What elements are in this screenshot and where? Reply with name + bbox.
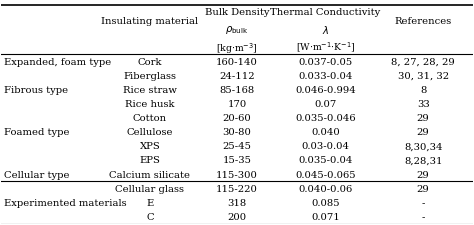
Text: 115-220: 115-220 (216, 184, 258, 193)
Text: 0.07: 0.07 (314, 99, 337, 108)
Text: EPS: EPS (139, 156, 160, 165)
Text: 0.046-0.994: 0.046-0.994 (295, 86, 356, 94)
Text: Cellular glass: Cellular glass (115, 184, 184, 193)
Text: C: C (146, 212, 154, 221)
Text: 0.085: 0.085 (311, 198, 340, 207)
Text: Expanded, foam type: Expanded, foam type (4, 57, 111, 66)
Text: -: - (421, 198, 425, 207)
Text: Cellulose: Cellulose (127, 128, 173, 137)
Text: 200: 200 (228, 212, 246, 221)
Text: [W$\cdot$m$^{-1}$$\cdot$K$^{-1}$]: [W$\cdot$m$^{-1}$$\cdot$K$^{-1}$] (296, 41, 355, 55)
Text: 115-300: 115-300 (216, 170, 258, 179)
Text: 30-80: 30-80 (223, 128, 251, 137)
Text: Cellular type: Cellular type (4, 170, 69, 179)
Text: [kg$\cdot$m$^{-3}$]: [kg$\cdot$m$^{-3}$] (216, 41, 258, 55)
Text: Insulating material: Insulating material (101, 17, 199, 26)
Text: 20-60: 20-60 (223, 114, 251, 123)
Text: E: E (146, 198, 154, 207)
Text: 30, 31, 32: 30, 31, 32 (398, 71, 449, 80)
Text: 29: 29 (417, 184, 429, 193)
Text: 0.035-0.046: 0.035-0.046 (295, 114, 356, 123)
Text: $\rho_{\rm bulk}$: $\rho_{\rm bulk}$ (225, 24, 249, 36)
Text: 15-35: 15-35 (222, 156, 252, 165)
Text: 0.071: 0.071 (311, 212, 340, 221)
Text: References: References (394, 17, 452, 26)
Text: 0.03-0.04: 0.03-0.04 (301, 142, 349, 151)
Text: Bulk Density: Bulk Density (205, 8, 269, 17)
Text: 33: 33 (417, 99, 429, 108)
Text: 29: 29 (417, 128, 429, 137)
Text: 85-168: 85-168 (219, 86, 255, 94)
Text: 8,30,34: 8,30,34 (404, 142, 442, 151)
Text: Cork: Cork (137, 57, 162, 66)
Text: 29: 29 (417, 170, 429, 179)
Text: 0.037-0.05: 0.037-0.05 (298, 57, 353, 66)
Text: Experimented materials: Experimented materials (4, 198, 127, 207)
Text: Rice husk: Rice husk (125, 99, 174, 108)
Text: 24-112: 24-112 (219, 71, 255, 80)
Text: Fiberglass: Fiberglass (123, 71, 176, 80)
Text: Rice straw: Rice straw (123, 86, 177, 94)
Text: 8: 8 (420, 86, 426, 94)
Text: -: - (421, 212, 425, 221)
Text: Cotton: Cotton (133, 114, 167, 123)
Text: 0.033-0.04: 0.033-0.04 (298, 71, 353, 80)
Text: $\lambda$: $\lambda$ (322, 24, 329, 36)
Text: 0.040: 0.040 (311, 128, 340, 137)
Text: 160-140: 160-140 (216, 57, 258, 66)
Text: 0.040-0.06: 0.040-0.06 (298, 184, 353, 193)
Text: Thermal Conductivity: Thermal Conductivity (270, 8, 381, 17)
Text: Calcium silicate: Calcium silicate (109, 170, 191, 179)
Text: 0.035-0.04: 0.035-0.04 (298, 156, 353, 165)
Text: Fibrous type: Fibrous type (4, 86, 68, 94)
Text: 25-45: 25-45 (222, 142, 252, 151)
Text: 170: 170 (228, 99, 246, 108)
Text: 0.045-0.065: 0.045-0.065 (295, 170, 356, 179)
Text: 8,28,31: 8,28,31 (404, 156, 442, 165)
Text: 318: 318 (228, 198, 246, 207)
Text: 8, 27, 28, 29: 8, 27, 28, 29 (391, 57, 455, 66)
Text: Foamed type: Foamed type (4, 128, 69, 137)
Text: XPS: XPS (139, 142, 160, 151)
Text: 29: 29 (417, 114, 429, 123)
